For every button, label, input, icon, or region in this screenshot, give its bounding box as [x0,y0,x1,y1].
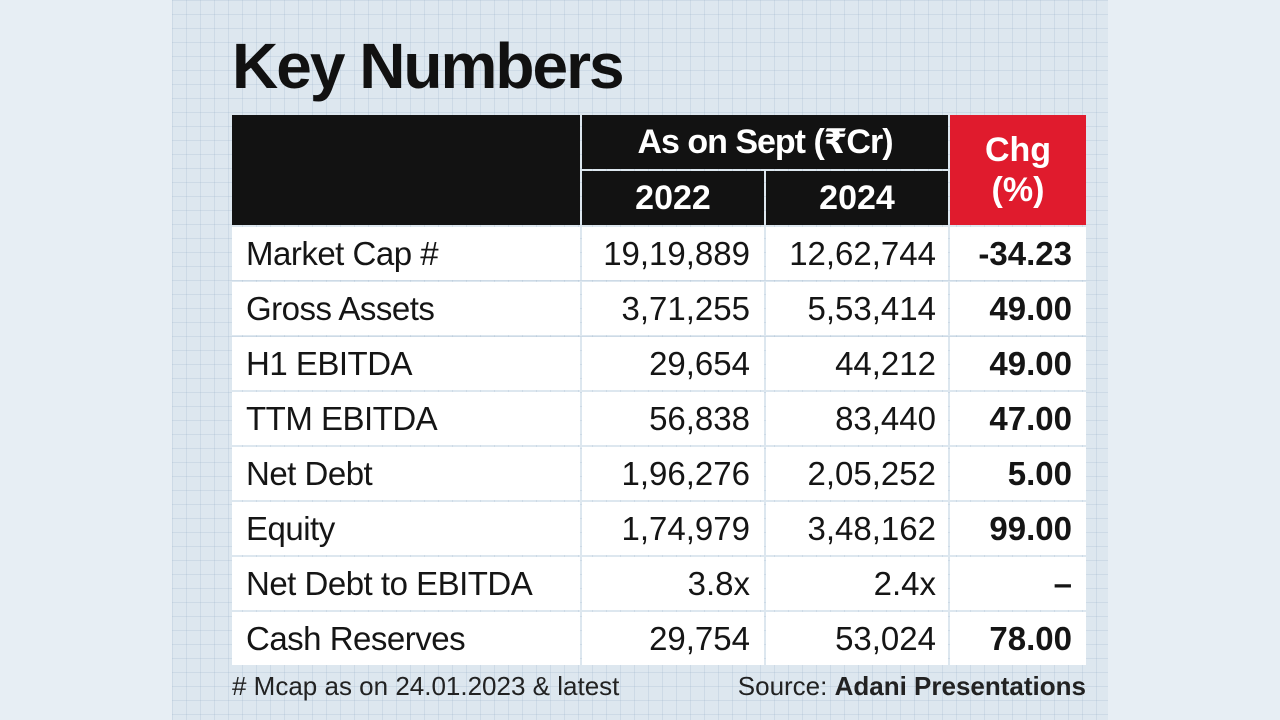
row-value-2022: 1,96,276 [582,447,764,500]
table-header: As on Sept (₹Cr) 2022 2024 Chg (%) [232,115,1086,225]
row-change: 99.00 [950,502,1086,555]
row-value-2024: 3,48,162 [766,502,948,555]
row-label: Net Debt to EBITDA [232,557,580,610]
header-group-label: As on Sept (₹Cr) [582,115,948,169]
row-label: Net Debt [232,447,580,500]
header-change-line1: Chg [984,131,1052,169]
table-row: H1 EBITDA 29,654 44,212 49.00 [232,337,1086,390]
row-label: Market Cap # [232,227,580,280]
table-row: Equity 1,74,979 3,48,162 99.00 [232,502,1086,555]
row-value-2024: 44,212 [766,337,948,390]
row-value-2024: 2.4x [766,557,948,610]
header-year-2022: 2022 [582,171,764,225]
row-label: TTM EBITDA [232,392,580,445]
row-value-2024: 2,05,252 [766,447,948,500]
chart-title: Key Numbers [232,30,625,102]
row-value-2022: 19,19,889 [582,227,764,280]
row-value-2024: 12,62,744 [766,227,948,280]
header-blank-cell [232,115,580,225]
row-change: 47.00 [950,392,1086,445]
row-value-2022: 3.8x [582,557,764,610]
row-change: 5.00 [950,447,1086,500]
row-change: – [950,557,1086,610]
row-value-2022: 29,654 [582,337,764,390]
source-name: Adani Presentations [834,671,1086,701]
table-row: Cash Reserves 29,754 53,024 78.00 [232,612,1086,665]
row-label: H1 EBITDA [232,337,580,390]
row-change: -34.23 [950,227,1086,280]
footnote: # Mcap as on 24.01.2023 & latest [232,671,620,701]
row-change: 49.00 [950,282,1086,335]
row-value-2022: 29,754 [582,612,764,665]
table-row: Net Debt 1,96,276 2,05,252 5.00 [232,447,1086,500]
table-row: Net Debt to EBITDA 3.8x 2.4x – [232,557,1086,610]
row-change: 78.00 [950,612,1086,665]
row-change: 49.00 [950,337,1086,390]
source-credit: Source: Adani Presentations [738,666,1086,706]
chart-footer: # Mcap as on 24.01.2023 & latest Source:… [232,666,1086,706]
table-row: TTM EBITDA 56,838 83,440 47.00 [232,392,1086,445]
row-value-2022: 3,71,255 [582,282,764,335]
table-body: Market Cap #19,19,889 12,62,744 -34.23 Gros… [232,227,1086,665]
header-year-2024: 2024 [766,171,948,225]
row-label: Equity [232,502,580,555]
table-row: Market Cap #19,19,889 12,62,744 -34.23 [232,227,1086,280]
row-value-2024: 83,440 [766,392,948,445]
table-row: Gross Assets 3,71,255 5,53,414 49.00 [232,282,1086,335]
source-prefix: Source: [737,671,835,701]
row-value-2022: 56,838 [582,392,764,445]
header-change-line2: (%) [991,171,1045,209]
row-value-2024: 53,024 [766,612,948,665]
row-label: Cash Reserves [232,612,580,665]
data-table: As on Sept (₹Cr) 2022 2024 Chg (%) Marke… [232,115,1086,665]
row-value-2022: 1,74,979 [582,502,764,555]
row-label: Gross Assets [232,282,580,335]
header-change: Chg (%) [950,115,1086,225]
row-value-2024: 5,53,414 [766,282,948,335]
